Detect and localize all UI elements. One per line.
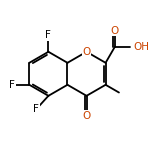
Text: OH: OH xyxy=(133,42,149,52)
Text: F: F xyxy=(33,104,39,114)
Text: F: F xyxy=(9,80,15,90)
Text: F: F xyxy=(45,30,51,40)
Text: O: O xyxy=(82,47,91,57)
Text: O: O xyxy=(82,111,91,121)
Text: O: O xyxy=(111,26,119,36)
